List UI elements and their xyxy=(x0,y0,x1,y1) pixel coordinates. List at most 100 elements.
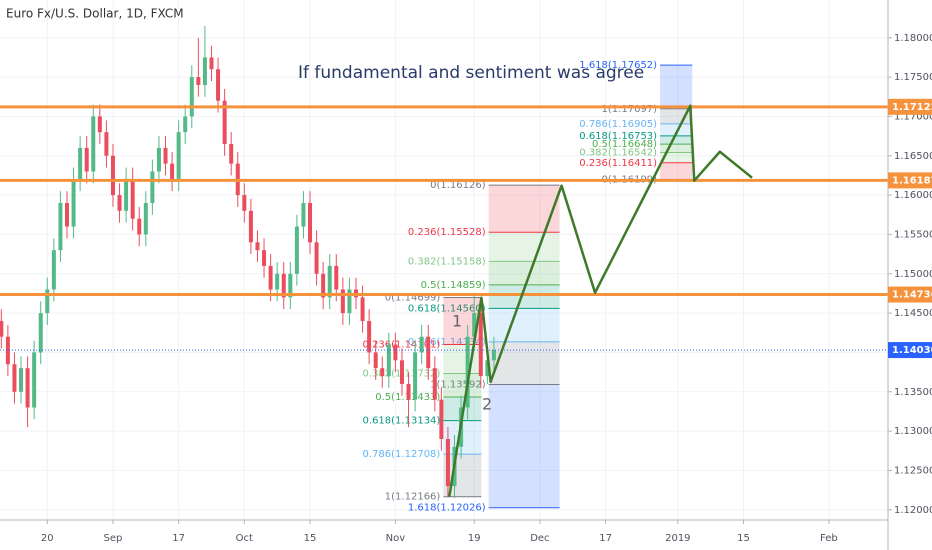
candle-body xyxy=(124,179,129,211)
candle-body xyxy=(242,195,247,211)
candle-body xyxy=(426,336,431,369)
candle-body xyxy=(288,273,293,298)
y-tick-label: 1.12500 xyxy=(894,465,932,476)
candle-body xyxy=(268,265,273,290)
candle-body xyxy=(301,202,306,227)
candle-body xyxy=(51,250,56,290)
candle-body xyxy=(373,352,378,369)
fib-zone xyxy=(660,152,693,163)
candle-body xyxy=(386,344,391,377)
x-tick-label: 20 xyxy=(41,533,54,544)
levels xyxy=(0,105,888,351)
candle-body xyxy=(439,399,444,439)
candle-body xyxy=(0,320,4,337)
chart-title: Euro Fx/U.S. Dollar, 1D, FXCM xyxy=(6,7,184,21)
candle-body xyxy=(327,265,332,298)
candle-body xyxy=(58,202,63,251)
x-tick-label: 15 xyxy=(737,533,750,544)
x-tick-label: 17 xyxy=(599,533,612,544)
y-tick-label: 1.13000 xyxy=(894,426,932,437)
candle-body xyxy=(137,218,142,235)
grid xyxy=(0,0,888,520)
candle-body xyxy=(472,313,477,337)
x-tick-label: 17 xyxy=(172,533,185,544)
fib-zone xyxy=(660,135,693,145)
y-tick-label: 1.15500 xyxy=(894,229,932,240)
candle-body xyxy=(163,147,168,164)
candle-body xyxy=(321,273,326,298)
candle-body xyxy=(202,57,207,85)
candle-body xyxy=(209,57,214,70)
fib-label: 0.618(1.13134) xyxy=(363,416,441,427)
candle-body xyxy=(104,132,109,156)
candle-body xyxy=(143,202,148,235)
candle-body xyxy=(12,364,17,392)
candle-body xyxy=(380,368,385,377)
x-tick-label: Dec xyxy=(530,533,549,544)
y-tick-label: 1.12000 xyxy=(894,505,932,516)
projection-path xyxy=(448,104,753,497)
fib-tools: 0(1.16126) 0.236(1.15528) 0.382(1.15158) 0.… xyxy=(363,60,693,514)
x-tick-label: Sep xyxy=(104,533,123,544)
fib-label: 0.236(1.16411) xyxy=(579,158,657,169)
candle-body xyxy=(334,265,339,290)
candle-body xyxy=(367,320,372,353)
fib-label: 0.5(1.16648) xyxy=(592,139,657,150)
fib-zone xyxy=(488,308,560,342)
fib-label: 0.786(1.12708) xyxy=(363,449,441,460)
x-tick-label: 19 xyxy=(468,533,481,544)
candle-body xyxy=(5,336,10,365)
candle-body xyxy=(25,368,30,408)
candle-body xyxy=(97,116,102,133)
candle-body xyxy=(413,352,418,400)
candle-body xyxy=(419,336,424,353)
candle-body xyxy=(183,116,188,133)
fib-label: 1(1.13592) xyxy=(430,380,486,391)
candle-body xyxy=(478,313,483,377)
candle-body xyxy=(130,179,135,219)
candle-body xyxy=(117,195,122,211)
candle-body xyxy=(189,77,194,117)
x-tick-label: 2019 xyxy=(665,533,690,544)
candle-body xyxy=(32,352,37,408)
fib-zone xyxy=(443,344,482,374)
candle-body xyxy=(360,297,365,321)
fib-label: 1.618(1.12026) xyxy=(408,503,486,514)
fib-label: 1(1.12166) xyxy=(385,492,441,503)
candle-body xyxy=(84,147,89,172)
candle-body xyxy=(156,147,161,172)
candle-body xyxy=(64,202,69,227)
candle-body xyxy=(432,368,437,400)
fib-zone xyxy=(488,261,560,285)
candle-body xyxy=(222,100,227,144)
projection xyxy=(448,104,753,497)
level-label-box xyxy=(888,98,932,115)
candle-body xyxy=(399,360,404,384)
candle-body xyxy=(216,69,221,101)
fib-zone xyxy=(488,284,560,309)
x-tick-label: 15 xyxy=(304,533,317,544)
candle-body xyxy=(491,350,496,361)
candle-body xyxy=(38,313,43,353)
fib-label: 0.236(1.15528) xyxy=(408,227,486,238)
y-tick-label: 1.16500 xyxy=(894,151,932,162)
candle-body xyxy=(45,289,50,314)
fib-zone xyxy=(660,65,693,109)
candle-body xyxy=(248,210,253,243)
wave-label: 1 xyxy=(452,312,462,331)
fib-zone xyxy=(443,373,482,398)
x-tick-label: Oct xyxy=(236,533,253,544)
candle-body xyxy=(255,242,260,251)
candle-body xyxy=(262,250,267,266)
candle-body xyxy=(71,179,76,227)
candle-body xyxy=(150,171,155,203)
candle-body xyxy=(281,273,286,298)
level-label-box xyxy=(888,286,932,303)
candle-body xyxy=(406,383,411,400)
candle-body xyxy=(465,336,470,408)
fib-label: 0(1.16126) xyxy=(430,180,486,191)
fib-label: 0.786(1.14134) xyxy=(408,337,486,348)
fib-label: 0.786(1.16905) xyxy=(579,119,657,130)
